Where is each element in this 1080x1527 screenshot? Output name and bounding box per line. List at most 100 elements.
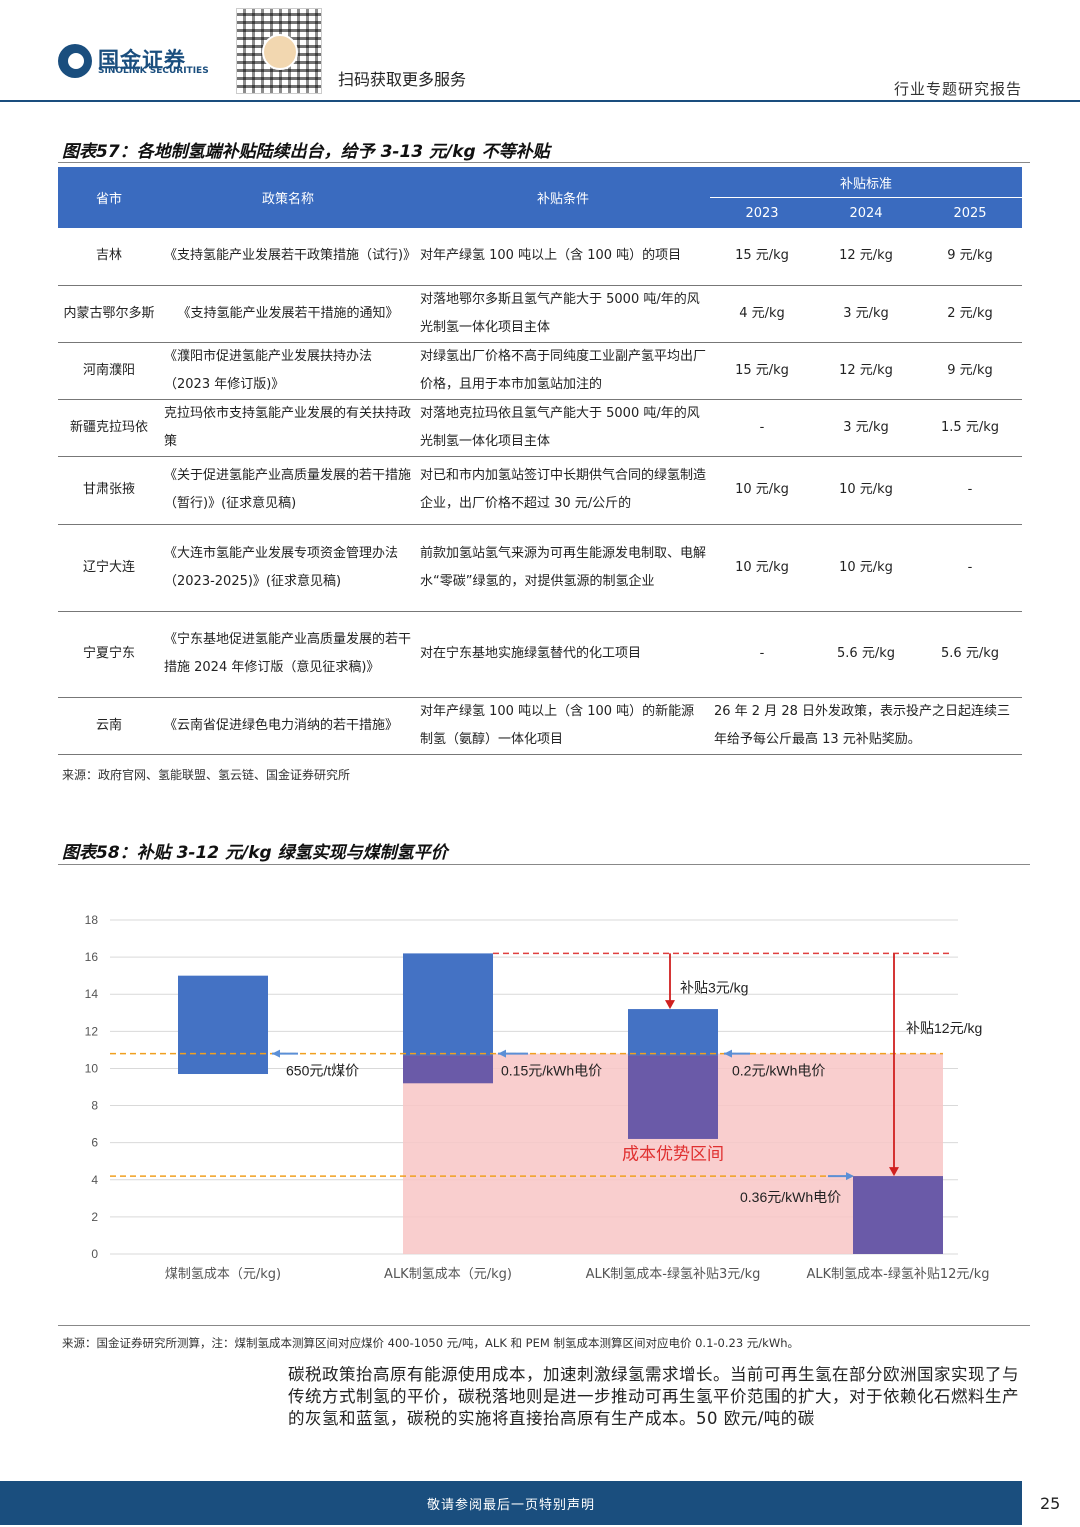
cell-condition: 对落地克拉玛依且氢气产能大于 5000 吨/年的风光制氢一体化项目主体	[416, 399, 710, 457]
cell-province: 内蒙古鄂尔多斯	[58, 285, 160, 343]
annotation-label: 650元/t煤价	[286, 1063, 359, 1079]
cell-2025: -	[918, 524, 1023, 612]
table-row: 内蒙古鄂尔多斯 《支持氢能产业发展若干措施的通知》 对落地鄂尔多斯且氢气产能大于…	[58, 285, 1023, 343]
cell-2025: 9 元/kg	[918, 342, 1023, 400]
annotation-label: 补贴12元/kg	[906, 1020, 982, 1036]
range-bar-upper	[628, 1009, 718, 1056]
cell-2023: 15 元/kg	[710, 342, 814, 400]
cell-2023: 10 元/kg	[710, 524, 814, 612]
x-category-label: ALK制氢成本（元/kg)	[384, 1267, 512, 1282]
cell-2025: 5.6 元/kg	[918, 611, 1023, 698]
x-category-label: ALK制氢成本-绿氢补贴12元/kg	[806, 1267, 989, 1282]
cell-condition: 对落地鄂尔多斯且氢气产能大于 5000 吨/年的风光制氢一体化项目主体	[416, 285, 710, 343]
header-2024: 2024	[814, 197, 918, 228]
advantage-zone-label: 成本优势区间	[622, 1144, 724, 1164]
cell-province: 辽宁大连	[58, 524, 160, 612]
cell-condition: 对绿氢出厂价格不高于同纯度工业副产氢平均出厂价格，且用于本市加氢站加注的	[416, 342, 710, 400]
table-row: 辽宁大连 《大连市氢能产业发展专项资金管理办法（2023-2025)》(征求意见…	[58, 524, 1023, 612]
header-policy: 政策名称	[160, 167, 416, 228]
table-row: 新疆克拉玛依 克拉玛依市支持氢能产业发展的有关扶持政策 对落地克拉玛依且氢气产能…	[58, 399, 1023, 457]
figure58-title-rule	[58, 864, 1030, 865]
annotation-label: 0.36元/kWh电价	[740, 1189, 841, 1205]
range-bar	[853, 1176, 943, 1254]
cell-policy: 《关于促进氢能产业高质量发展的若干措施（暂行)》(征求意见稿)	[160, 456, 416, 525]
cell-2025: -	[918, 456, 1023, 525]
report-type: 行业专题研究报告	[893, 80, 1022, 98]
body-paragraph: 碳税政策抬高原有能源使用成本，加速刺激绿氢需求增长。当前可再生氢在部分欧洲国家实…	[288, 1365, 1019, 1428]
cell-policy: 《支持氢能产业发展若干措施的通知》	[160, 285, 416, 343]
figure58-bottom-rule	[58, 1325, 1030, 1326]
cell-2024: 3 元/kg	[814, 285, 918, 343]
y-tick-label: 8	[91, 1099, 98, 1113]
header-condition: 补贴条件	[416, 167, 710, 228]
cell-condition: 对年产绿氢 100 吨以上（含 100 吨）的项目	[416, 228, 710, 286]
cell-province: 云南	[58, 697, 160, 755]
cell-policy: 《云南省促进绿色电力消纳的若干措施》	[160, 697, 416, 755]
range-bar-lower	[403, 1055, 493, 1084]
cell-province: 宁夏宁东	[58, 611, 160, 698]
y-tick-label: 4	[91, 1173, 98, 1187]
cell-2024: 12 元/kg	[814, 228, 918, 286]
cell-2024: 10 元/kg	[814, 524, 918, 612]
subsidy-policy-table: 省市 政策名称 补贴条件 补贴标准 2023 2024 2025 吉林 《支持氢…	[58, 167, 1023, 755]
cell-condition: 对年产绿氢 100 吨以上（含 100 吨）的新能源制氢（氨醇）一体化项目	[416, 697, 710, 755]
annotation-label: 0.2元/kWh电价	[732, 1063, 825, 1079]
arrow-head-icon	[846, 1172, 854, 1181]
logo-english-name: SINOLINK SECURITIES	[98, 66, 209, 76]
cell-condition: 对已和市内加氢站签订中长期供气合同的绿氢制造企业，出厂价格不超过 30 元/公斤…	[416, 456, 710, 525]
annotation-label: 0.15元/kWh电价	[501, 1063, 602, 1079]
table-row: 甘肃张掖 《关于促进氢能产业高质量发展的若干措施（暂行)》(征求意见稿) 对已和…	[58, 456, 1023, 525]
scan-prompt: 扫码获取更多服务	[338, 70, 467, 89]
company-logo-icon	[58, 44, 92, 78]
cell-policy: 《濮阳市促进氢能产业发展扶持办法（2023 年修订版)》	[160, 342, 416, 400]
range-bar	[178, 975, 268, 1075]
y-tick-label: 6	[91, 1136, 98, 1150]
cell-policy: 《大连市氢能产业发展专项资金管理办法（2023-2025)》(征求意见稿)	[160, 524, 416, 612]
cell-2023: -	[710, 399, 814, 457]
cell-province: 河南濮阳	[58, 342, 160, 400]
cell-policy: 《宁东基地促进氢能产业高质量发展的若干措施 2024 年修订版（意见征求稿)》	[160, 611, 416, 698]
cell-province: 吉林	[58, 228, 160, 286]
header-province: 省市	[58, 167, 160, 228]
header-divider	[0, 100, 1080, 102]
arrow-head-icon	[498, 1049, 506, 1058]
cell-province: 甘肃张掖	[58, 456, 160, 525]
table-row: 河南濮阳 《濮阳市促进氢能产业发展扶持办法（2023 年修订版)》 对绿氢出厂价…	[58, 342, 1023, 400]
table-row: 云南 《云南省促进绿色电力消纳的若干措施》 对年产绿氢 100 吨以上（含 10…	[58, 697, 1023, 755]
cell-condition: 前款加氢站氢气来源为可再生能源发电制取、电解水“零碳”绿氢的，对提供氢源的制氢企…	[416, 524, 710, 612]
cell-2023: 10 元/kg	[710, 456, 814, 525]
table-row: 吉林 《支持氢能产业发展若干政策措施（试行)》 对年产绿氢 100 吨以上（含 …	[58, 228, 1023, 286]
y-tick-label: 14	[85, 987, 99, 1001]
figure58-source: 来源：国金证券研究所测算，注：煤制氢成本测算区间对应煤价 400-1050 元/…	[62, 1336, 799, 1350]
cell-2025: 9 元/kg	[918, 228, 1023, 286]
figure57-title-rule	[58, 162, 1030, 163]
x-category-label: 煤制氢成本（元/kg)	[165, 1267, 281, 1282]
cell-2023: 4 元/kg	[710, 285, 814, 343]
cell-policy: 《支持氢能产业发展若干政策措施（试行)》	[160, 228, 416, 286]
cell-merged-standard: 26 年 2 月 28 日外发政策，表示投产之日起连续三年给予每公斤最高 13 …	[710, 697, 1023, 755]
header-standard: 补贴标准	[710, 167, 1023, 198]
annotation-label: 补贴3元/kg	[680, 979, 748, 995]
y-tick-label: 2	[91, 1210, 98, 1224]
cell-policy: 克拉玛依市支持氢能产业发展的有关扶持政策	[160, 399, 416, 457]
cell-condition: 对在宁东基地实施绿氢替代的化工项目	[416, 611, 710, 698]
logo-chinese-name: 国金证券	[98, 48, 186, 72]
y-tick-label: 10	[85, 1061, 99, 1075]
arrow-head-icon	[665, 1000, 675, 1010]
figure57-title: 图表57：各地制氢端补贴陆续出台，给予 3-13 元/kg 不等补贴	[62, 142, 550, 162]
cell-2023: -	[710, 611, 814, 698]
arrow-head-icon	[724, 1049, 732, 1058]
y-tick-label: 18	[85, 913, 99, 927]
cell-2025: 2 元/kg	[918, 285, 1023, 343]
range-bar-upper	[403, 953, 493, 1056]
range-bar-lower	[628, 1055, 718, 1139]
y-tick-label: 12	[85, 1024, 99, 1038]
footer-disclaimer: 敬请参阅最后一页特别声明	[426, 1498, 595, 1513]
y-tick-label: 16	[85, 950, 99, 964]
cell-2024: 12 元/kg	[814, 342, 918, 400]
footer-bar	[0, 1481, 1022, 1525]
figure58-title: 图表58：补贴 3-12 元/kg 绿氢实现与煤制氢平价	[62, 843, 448, 863]
x-category-label: ALK制氢成本-绿氢补贴3元/kg	[586, 1267, 761, 1282]
table-row: 宁夏宁东 《宁东基地促进氢能产业高质量发展的若干措施 2024 年修订版（意见征…	[58, 611, 1023, 698]
cell-province: 新疆克拉玛依	[58, 399, 160, 457]
